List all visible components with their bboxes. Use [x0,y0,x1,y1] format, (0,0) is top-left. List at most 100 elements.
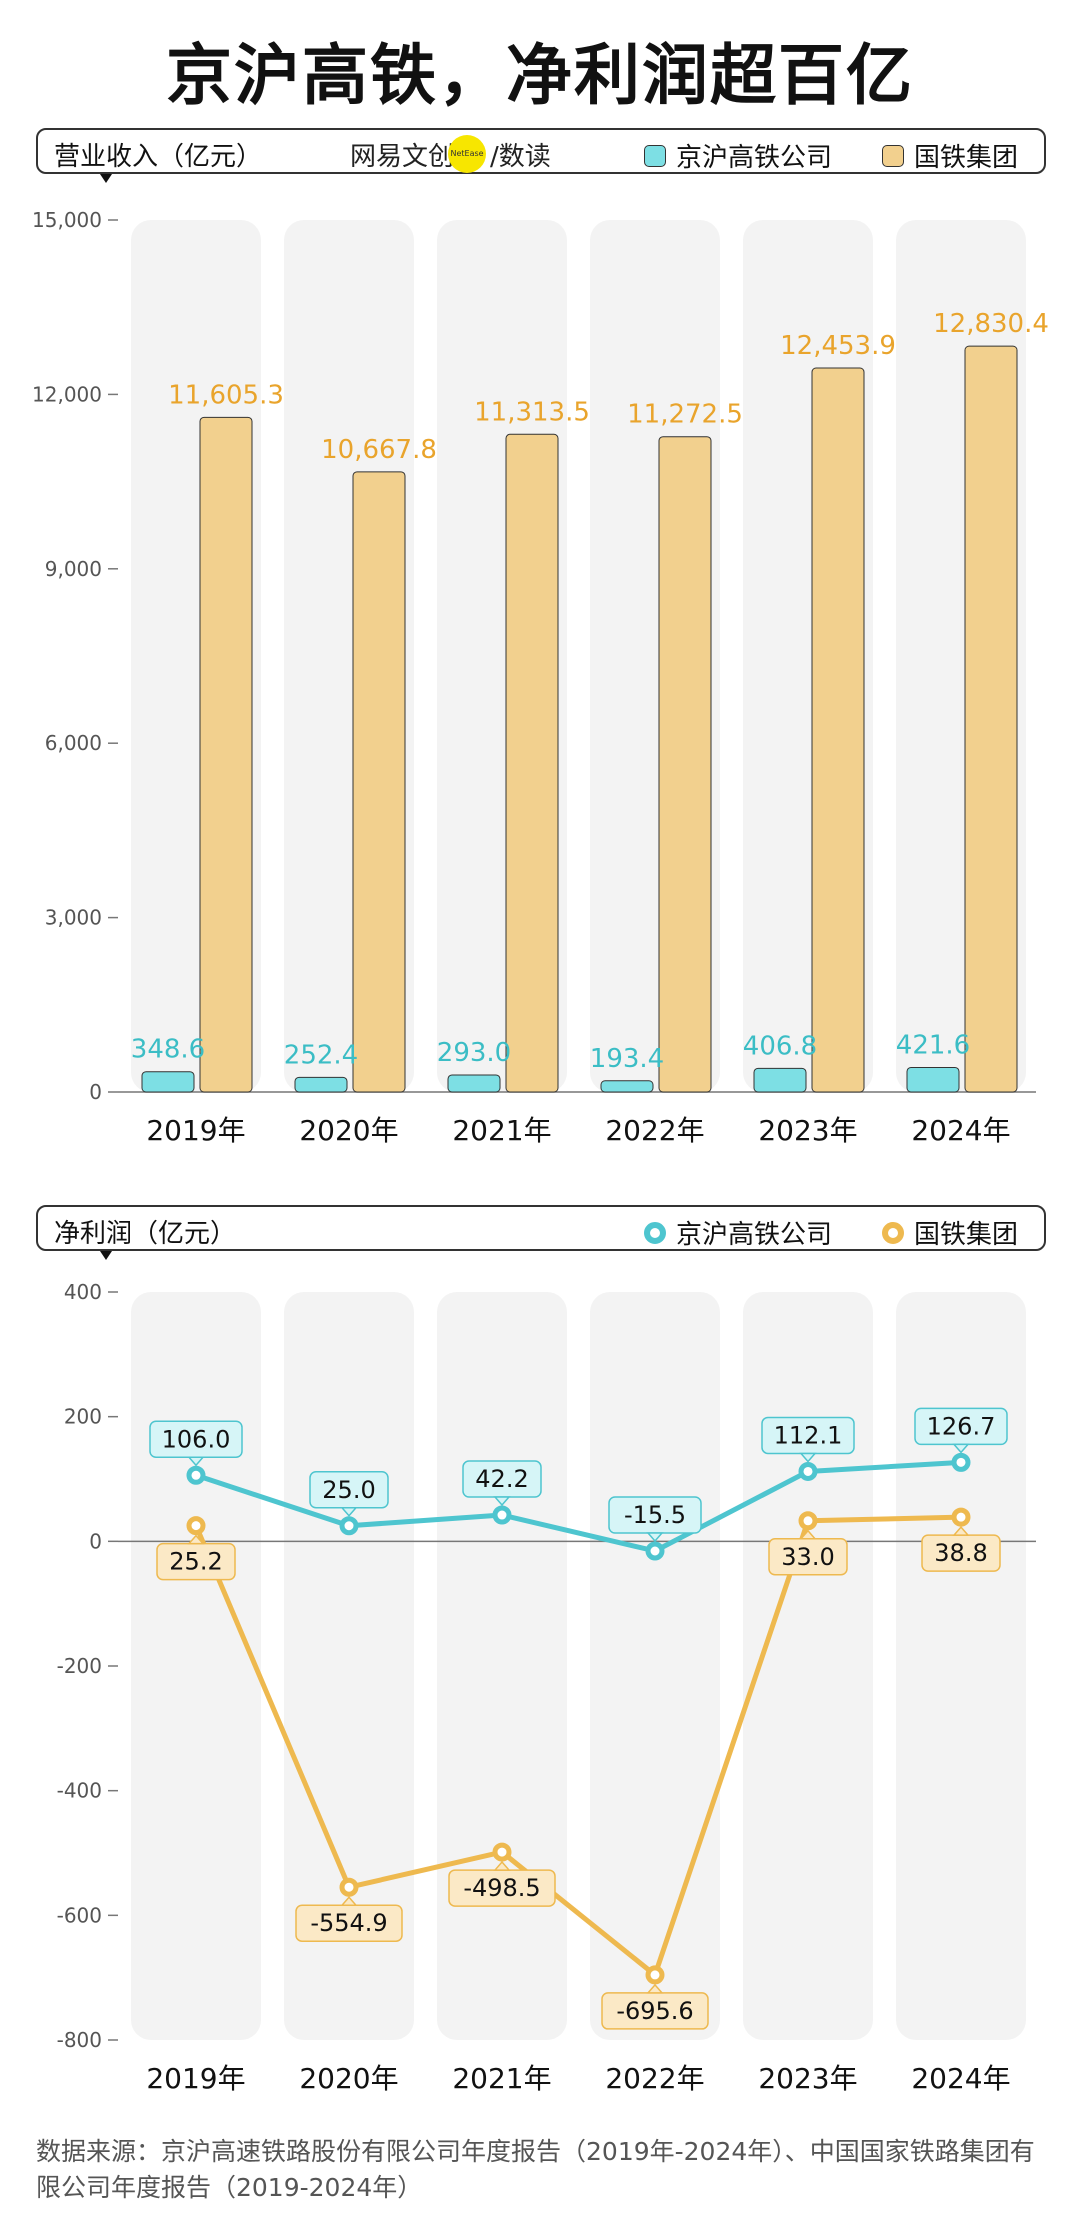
legend-label-jinghu: 京沪高铁公司 [676,143,833,173]
line-jinghu [195,1459,962,1554]
data-label-guotie-pointer [799,1529,817,1540]
x-tick-label: 2020年 [299,1114,398,1147]
bar-jinghu [906,1066,960,1093]
y-tick-label: 9,000 [45,557,102,581]
x-tick-label: 2024年 [911,2062,1010,2095]
brand-part2: 文创 [402,141,455,172]
data-label-jinghu: 406.8 [743,1031,817,1061]
data-label-guotie: -498.5 [463,1874,540,1902]
data-label-jinghu-pointer [187,1456,205,1467]
brand-part1: 网易 [350,141,403,172]
legend-label-jinghu-line: 京沪高铁公司 [676,1220,833,1250]
x-tick-label: 2019年 [146,2062,245,2095]
point-jinghu [339,1516,359,1536]
column-background [896,1292,1026,2040]
x-tick-label: 2021年 [452,2062,551,2095]
y-tick-label: 0 [89,1080,102,1104]
brand-dot-icon: NetEase [448,135,487,173]
data-label-guotie-pointer [493,1860,511,1871]
legend-item-jinghu-line: 京沪高铁公司 [644,1214,832,1251]
data-label-guotie: 11,272.5 [627,400,743,430]
point-guotie [186,1516,206,1536]
gold-ring-icon [882,1221,904,1244]
bar-jinghu [600,1080,654,1093]
data-label-guotie: 10,667.8 [321,435,437,465]
data-label-guotie: -554.9 [310,1909,387,1937]
gold-swatch-icon [882,144,904,167]
data-label-guotie: 38.8 [934,1539,987,1567]
legend-item-guotie: 国铁集团 [882,137,1018,174]
data-label-guotie: 11,313.5 [474,397,590,427]
brand-part3: /数读 [490,141,551,172]
teal-swatch-icon [644,144,666,167]
y-tick-label: -400 [57,1779,102,1803]
data-label-guotie: 12,830.4 [933,309,1049,339]
column-background [437,1292,567,2040]
x-tick-label: 2023年 [758,1114,857,1147]
revenue-bar-chart: 0 3,000 6,000 9,000 12,000 15,000 348.6 11,605.… [32,208,1049,1147]
data-label-guotie-pointer [340,1896,358,1906]
bar-jinghu [753,1067,807,1093]
data-label-jinghu: 106.0 [162,1425,231,1453]
column-background [590,1292,720,2040]
bar-guotie [352,471,406,1093]
legend-label-guotie-line: 国铁集团 [914,1220,1019,1250]
data-label-jinghu: 112.1 [774,1421,843,1449]
y-tick-label: -600 [57,1903,102,1927]
point-jinghu [645,1541,665,1561]
bar-guotie [964,345,1018,1093]
y-tick-label: -800 [57,2028,102,2052]
data-label-guotie: 33.0 [781,1543,834,1571]
data-label-jinghu: 252.4 [284,1040,358,1070]
bar-guotie [199,416,253,1093]
point-jinghu [798,1461,818,1481]
y-tick-label: 3,000 [45,906,102,930]
data-label-jinghu: 42.2 [475,1465,528,1493]
point-guotie [951,1507,971,1527]
bar-jinghu [294,1076,348,1093]
x-tick-label: 2022年 [605,1114,704,1147]
x-tick-label: 2024年 [911,1114,1010,1147]
data-label-guotie-pointer [952,1526,970,1536]
data-label-guotie-pointer [187,1534,205,1545]
x-tick-label: 2019年 [146,1114,245,1147]
bar-guotie [658,436,712,1093]
point-guotie [339,1877,359,1897]
y-tick-label: 0 [89,1529,102,1553]
data-label-guotie: 25.2 [169,1548,222,1576]
x-tick-label: 2023年 [758,2062,857,2095]
data-label-jinghu-pointer [952,1443,970,1454]
teal-ring-icon [644,1221,666,1244]
line-guotie [193,1514,962,1978]
brand-logo: 网易 文创 NetEase /数读 [350,135,551,173]
profit-line-chart: -800 -600 -400 -200 0 200 400 106.0 25.0 42.2 -15.… [57,1280,1036,2095]
x-tick-label: 2020年 [299,2062,398,2095]
data-label-guotie: -695.6 [616,1997,693,2025]
bar-jinghu [141,1071,195,1093]
y-tick-label: -200 [57,1654,102,1678]
data-label-jinghu: 348.6 [131,1035,205,1065]
column-background [743,1292,873,2040]
y-tick-label: 15,000 [32,208,102,232]
data-label-jinghu: 193.4 [590,1044,664,1074]
profit-chart-title: 净利润（亿元） [54,1219,237,1249]
data-label-jinghu-pointer [340,1507,358,1517]
data-label-jinghu: -15.5 [624,1501,686,1529]
column-background [131,1292,261,2040]
point-jinghu [951,1452,971,1472]
profit-panel-header: 净利润（亿元） 京沪高铁公司 国铁集团 [36,1205,1046,1260]
y-tick-label: 400 [64,1280,102,1304]
y-tick-label: 200 [64,1405,102,1429]
bar-guotie [811,367,865,1093]
data-label-jinghu: 25.0 [322,1476,375,1504]
data-label-guotie-pointer [646,1983,664,1994]
bar-jinghu [447,1074,501,1093]
y-tick-label: 6,000 [45,731,102,755]
header-pointer-icon [100,1251,112,1260]
data-label-jinghu-pointer [646,1532,664,1543]
revenue-panel-header: 营业收入（亿元） 网易 文创 NetEase /数读 京沪高铁公司 国铁集团 [36,128,1046,183]
point-guotie [645,1965,665,1985]
point-guotie [798,1511,818,1531]
point-guotie [492,1842,512,1862]
legend-item-jinghu: 京沪高铁公司 [644,137,832,174]
